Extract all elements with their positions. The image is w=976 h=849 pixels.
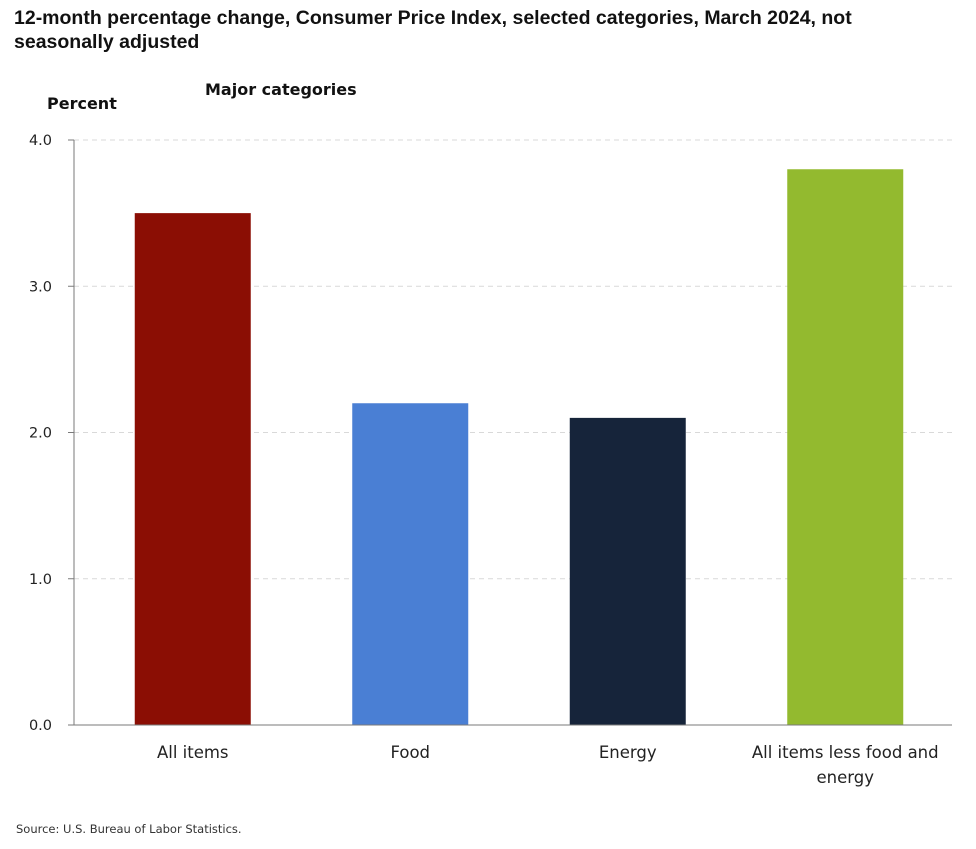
y-tick-label: 1.0 [29, 572, 52, 588]
chart-title: 12-month percentage change, Consumer Pri… [14, 7, 852, 53]
bar-all-items [134, 213, 251, 725]
x-tick-label: Food [390, 743, 430, 762]
bar-energy [569, 417, 686, 725]
x-tick-label: Energy [599, 743, 657, 762]
y-tick-labels: 0.0 1.0 2.0 3.0 4.0 [29, 133, 74, 734]
y-tick-label: 3.0 [29, 279, 52, 295]
y-tick-label: 2.0 [29, 426, 52, 442]
category-labels: All items Food Energy All items less food a… [157, 743, 939, 787]
bar-all-items-less-food-and-energy [787, 169, 904, 725]
x-tick-label: All items less food and energy [752, 743, 939, 787]
source-note: Source: U.S. Bureau of Labor Statistics. [16, 822, 242, 836]
y-axis-label: Percent [47, 94, 117, 113]
chart-subtitle: Major categories [205, 80, 357, 99]
bar-food [352, 403, 469, 725]
bars [134, 169, 904, 725]
x-tick-label: All items [157, 743, 229, 762]
y-tick-label: 0.0 [29, 718, 52, 734]
y-tick-label: 4.0 [29, 133, 52, 149]
